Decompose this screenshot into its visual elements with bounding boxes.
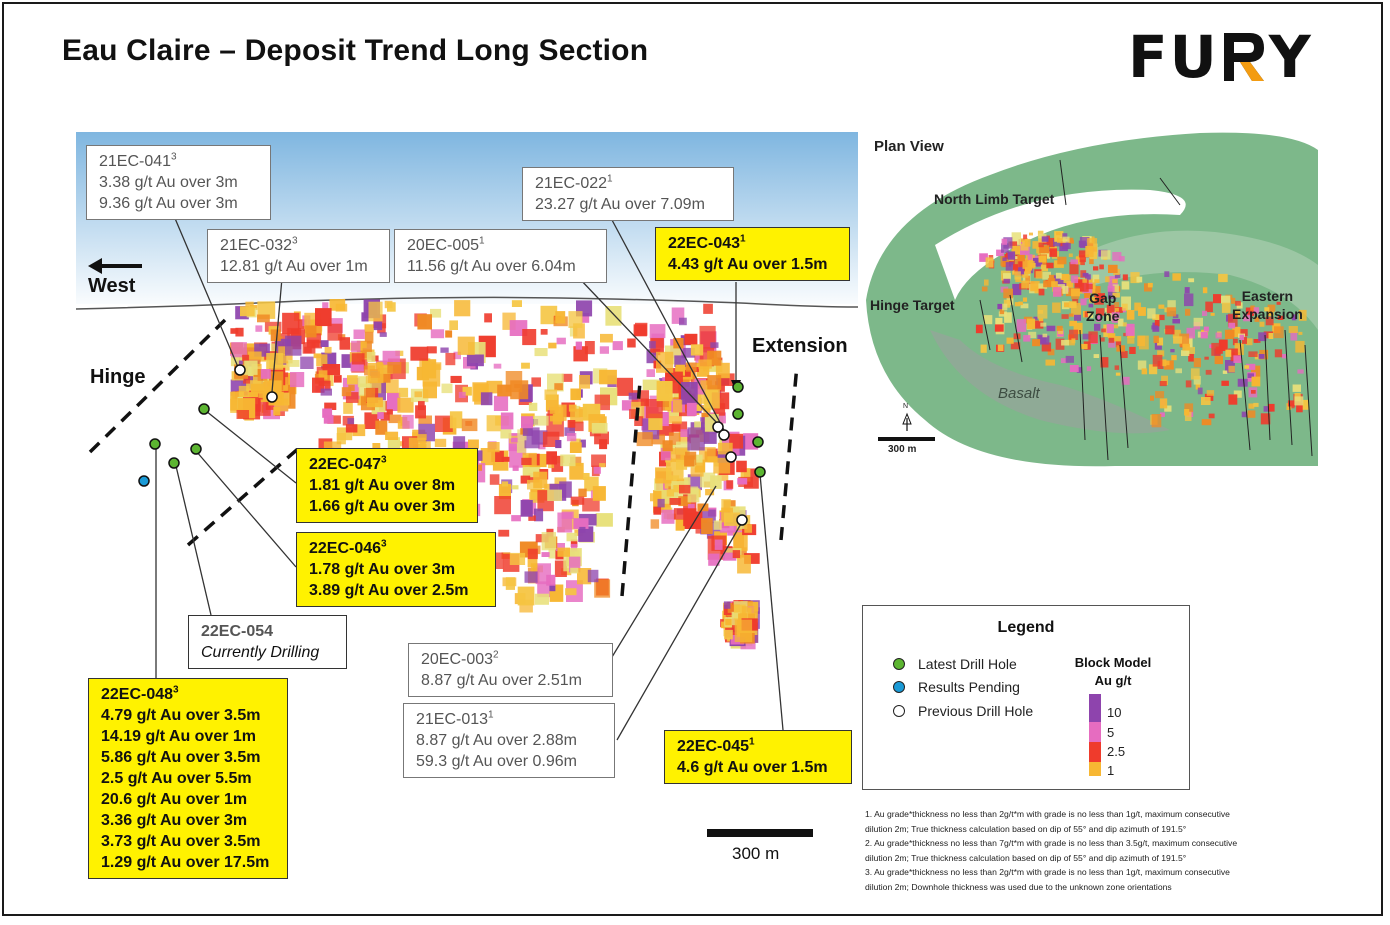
- callout-21ec-041: 21EC-0413 3.38 g/t Au over 3m 9.36 g/t A…: [86, 145, 271, 220]
- north-label: N: [903, 403, 909, 410]
- page-title: Eau Claire – Deposit Trend Long Section: [62, 34, 649, 67]
- plan-scale-label: 300 m: [888, 444, 917, 455]
- green-dot-icon: [893, 658, 905, 670]
- gap-zone-label: Gap Zone: [1086, 290, 1120, 324]
- drill-hole-latest: [149, 438, 161, 450]
- drill-hole-latest: [732, 408, 744, 420]
- leader-lines: [155, 215, 784, 741]
- north-arrow-icon: [902, 412, 912, 425]
- legend-item-latest: Latest Drill Hole: [893, 656, 1017, 672]
- legend-title: Legend: [997, 619, 1055, 636]
- extension-label: Extension: [752, 335, 848, 357]
- drill-hole-latest: [732, 381, 744, 393]
- hinge-dash-line-2: [186, 445, 302, 547]
- callout-22ec-047: 22EC-0473 1.81 g/t Au over 8m 1.66 g/t A…: [296, 448, 478, 523]
- callout-20ec-003: 20EC-0032 8.87 g/t Au over 2.51m: [408, 643, 613, 697]
- legend-item-pending: Results Pending: [893, 679, 1020, 695]
- drill-hole-pending: [138, 475, 150, 487]
- hinge-label: Hinge: [90, 366, 146, 388]
- callout-21ec-013: 21EC-0131 8.87 g/t Au over 2.88m 59.3 g/…: [403, 703, 615, 778]
- drill-hole-latest: [754, 466, 766, 478]
- extension-dash-line-1: [620, 381, 642, 597]
- eastern-expansion-label: Eastern Expansion: [1232, 288, 1303, 322]
- drill-hole-previous: [266, 391, 278, 403]
- west-arrow-icon: [88, 258, 142, 274]
- grade-value-2_5: 2.5: [1107, 744, 1126, 759]
- scale-bar: [707, 829, 813, 837]
- grade-swatch-5: [1089, 722, 1101, 742]
- drill-hole-latest: [198, 403, 210, 415]
- footnotes: 1. Au grade*thickness no less than 2g/t*…: [865, 809, 1238, 892]
- legend-box: Legend Latest Drill Hole Results Pending…: [862, 605, 1190, 790]
- drill-hole-latest: [190, 443, 202, 455]
- drill-hole-latest: [752, 436, 764, 448]
- drill-hole-previous: [234, 364, 246, 376]
- drill-hole-previous: [712, 421, 724, 433]
- callout-22ec-045: 22EC-0451 4.6 g/t Au over 1.5m: [664, 730, 852, 784]
- drill-hole-previous: [736, 514, 748, 526]
- grade-swatch-1: [1089, 762, 1101, 776]
- plan-view-map: [866, 132, 1318, 467]
- west-label: West: [88, 275, 136, 297]
- hinge-dash-line-1: [88, 318, 227, 454]
- drill-hole-previous: [718, 429, 730, 441]
- callout-22ec-043: 22EC-0431 4.43 g/t Au over 1.5m: [655, 227, 850, 281]
- callout-22ec-048: 22EC-0483 4.79 g/t Au over 3.5m 14.19 g/…: [88, 678, 288, 879]
- callout-21ec-022: 21EC-0221 23.27 g/t Au over 7.09m: [522, 167, 734, 221]
- grade-value-10: 10: [1107, 705, 1122, 720]
- callout-20ec-005: 20EC-0051 11.56 g/t Au over 6.04m: [394, 229, 607, 283]
- scale-bar-label: 300 m: [732, 844, 780, 863]
- fury-logo: FU Y: [1128, 28, 1313, 86]
- hinge-target-label: Hinge Target: [870, 297, 955, 313]
- plan-view-title: Plan View: [874, 138, 944, 155]
- white-dot-icon: [893, 705, 905, 717]
- grade-swatch-10: [1089, 694, 1101, 722]
- block-model-title: Block Model Au g/t: [1074, 655, 1152, 688]
- drill-hole-latest: [168, 457, 180, 469]
- drill-holes: [138, 364, 766, 526]
- grade-value-5: 5: [1107, 725, 1115, 740]
- basalt-label: Basalt: [998, 385, 1040, 402]
- north-limb-label: North Limb Target: [934, 191, 1055, 207]
- extension-dash-line-2: [779, 364, 799, 541]
- legend-item-previous: Previous Drill Hole: [893, 703, 1033, 719]
- plan-drill-traces: [979, 159, 1313, 461]
- blue-dot-icon: [893, 681, 905, 693]
- callout-22ec-054: 22EC-054 Currently Drilling: [188, 615, 347, 669]
- grade-swatch-2_5: [1089, 742, 1101, 762]
- logo-text-left: FU: [1128, 23, 1219, 91]
- callout-21ec-032: 21EC-0323 12.81 g/t Au over 1m: [207, 229, 390, 283]
- ground-surface-line: [75, 296, 859, 310]
- logo-text-right: Y: [1268, 23, 1313, 91]
- grade-value-1: 1: [1107, 763, 1115, 778]
- plan-block-model: [975, 230, 1309, 428]
- logo-r-mark-icon: [1223, 33, 1264, 81]
- callout-22ec-046: 22EC-0463 1.78 g/t Au over 3m 3.89 g/t A…: [296, 532, 496, 607]
- drill-hole-previous: [725, 451, 737, 463]
